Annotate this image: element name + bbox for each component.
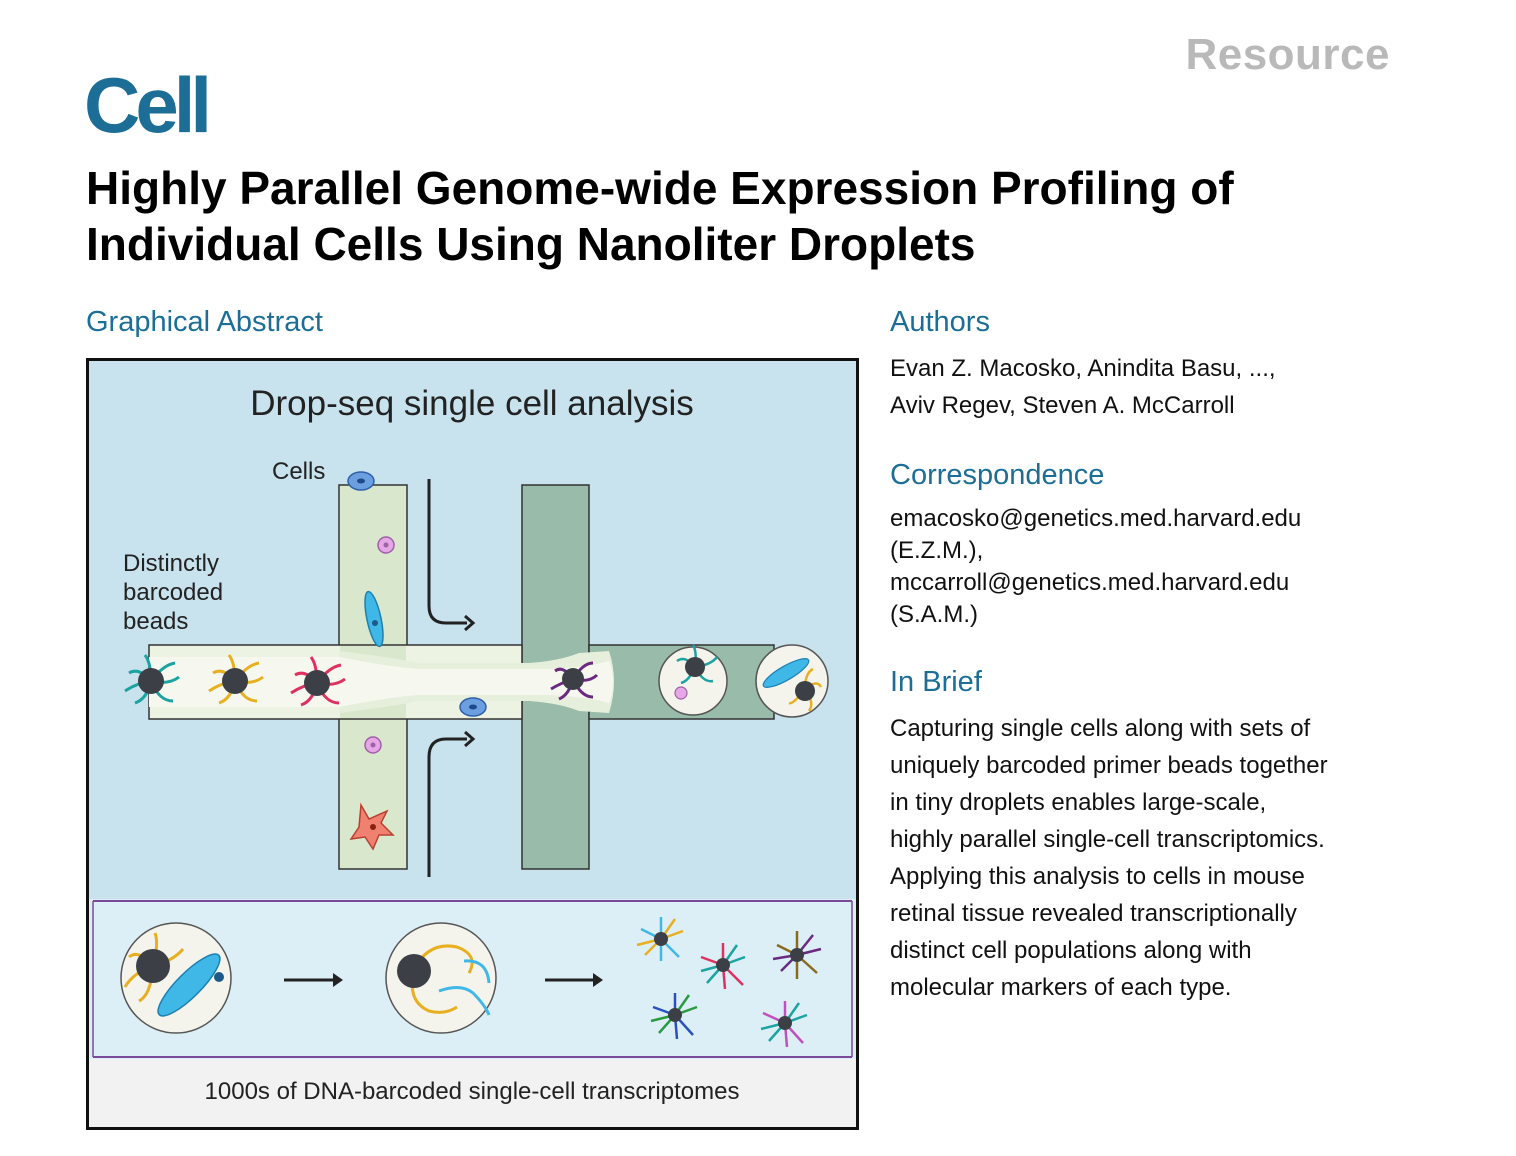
in-brief-line: uniquely barcoded primer beads together [890, 752, 1328, 779]
author-line: Evan Z. Macosko, Anindita Basu, ..., [890, 355, 1276, 382]
arrow-right-icon [284, 973, 343, 987]
graphical-abstract-figure: Drop-seq single cell analysis Cells Dist… [86, 358, 859, 1130]
in-brief-text: Capturing single cells along with sets o… [890, 710, 1328, 1006]
authors-heading: Authors [890, 306, 990, 338]
droplet-icon [385, 922, 497, 1034]
email-link[interactable]: mccarroll@genetics.med.harvard.edu [890, 569, 1290, 596]
journal-logo: Cell [84, 61, 212, 149]
arrow-right-icon [545, 973, 603, 987]
barcoded-bead-icon [760, 1001, 808, 1048]
top-panel-background [89, 361, 856, 899]
email-link[interactable]: emacosko@genetics.med.harvard.edu [890, 505, 1302, 532]
barcoded-bead-icon [124, 654, 180, 705]
correspondence-list: emacosko@genetics.med.harvard.edu (E.Z.M… [890, 503, 1301, 631]
barcoded-bead-icon [700, 943, 746, 990]
graphical-abstract-heading: Graphical Abstract [86, 306, 323, 338]
barcoded-bead-icon [772, 931, 822, 979]
in-brief-line: Applying this analysis to cells in mouse [890, 863, 1305, 890]
correspondence-heading: Correspondence [890, 459, 1105, 491]
in-brief-line: Capturing single cells along with sets o… [890, 715, 1311, 742]
in-brief-line: highly parallel single-cell transcriptom… [890, 826, 1325, 853]
in-brief-line: retinal tissue revealed transcriptionall… [890, 900, 1297, 927]
barcoded-bead-icon [636, 917, 684, 961]
in-brief-line: in tiny droplets enables large-scale, [890, 789, 1267, 816]
beads-label: Distinctly barcoded beads [123, 550, 230, 635]
droplet-icon [120, 922, 232, 1034]
droplet-icon [658, 644, 728, 716]
authors-list: Evan Z. Macosko, Anindita Basu, ..., Avi… [890, 350, 1276, 424]
barcoded-bead-icon [208, 654, 264, 705]
droplet-icon [755, 644, 829, 718]
correspondence-initials: (E.Z.M.), [890, 537, 984, 564]
correspondence-initials: (S.A.M.) [890, 601, 978, 628]
title-line: Individual Cells Using Nanoliter Droplet… [86, 218, 976, 270]
in-brief-line: distinct cell populations along with [890, 937, 1252, 964]
barcoded-bead-icon [650, 993, 698, 1040]
title-line: Highly Parallel Genome-wide Expression P… [86, 162, 1234, 214]
cell-icon [364, 590, 384, 648]
author-line: Aviv Regev, Steven A. McCarroll [890, 392, 1235, 419]
drop-seq-diagram: Drop-seq single cell analysis Cells Dist… [89, 361, 856, 1127]
figure-title: Drop-seq single cell analysis [250, 384, 694, 423]
in-brief-heading: In Brief [890, 666, 982, 698]
article-title: Highly Parallel Genome-wide Expression P… [86, 160, 1406, 272]
in-brief-line: molecular markers of each type. [890, 974, 1232, 1001]
barcoded-bead-icon [290, 656, 346, 707]
barcoded-bead-icon [550, 661, 599, 701]
article-type-label: Resource [1185, 30, 1390, 79]
figure-caption: 1000s of DNA-barcoded single-cell transc… [205, 1078, 740, 1105]
cells-label: Cells [272, 458, 325, 485]
